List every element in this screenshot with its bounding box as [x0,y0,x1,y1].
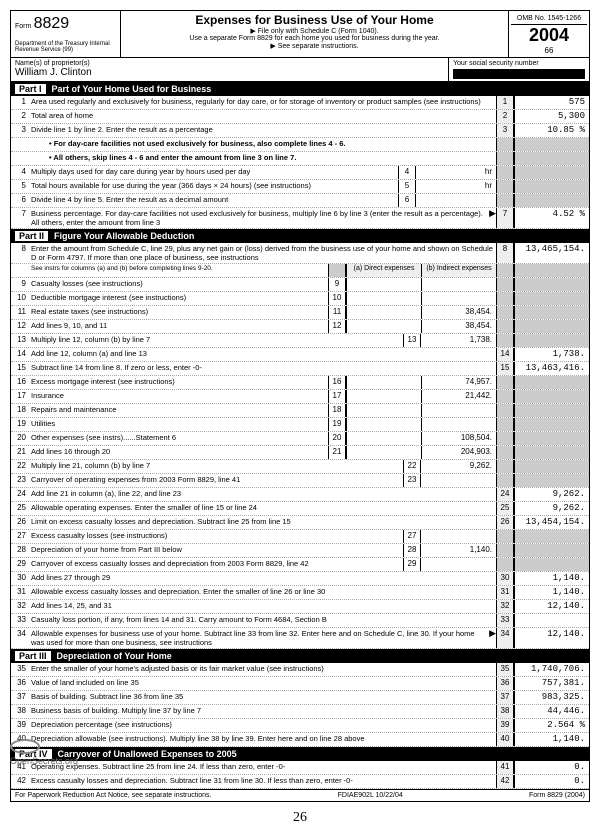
line-16: 16 Excess mortgage interest (see instruc… [11,376,589,390]
name-label: Name(s) of proprietor(s) [15,60,444,67]
line-val: 575 [514,96,589,109]
line-32: 32 Add lines 14, 25, and 31 32 12,140. [11,600,589,614]
footer-left: For Paperwork Reduction Act Notice, see … [15,792,211,799]
line-13: 13 Multiply line 12, column (b) by line … [11,334,589,348]
line-38: 38 Business basis of building. Multiply … [11,705,589,719]
form-title: Expenses for Business Use of Your Home [125,13,504,27]
line-37: 37 Basis of building. Subtract line 36 f… [11,691,589,705]
line-box: 1 [496,96,514,109]
ssn-redacted [453,69,585,79]
line-4: 4 Multiply days used for day care during… [11,166,589,180]
footer-right: Form 8829 (2004) [529,792,585,799]
line-34: 34 Allowable expenses for business use o… [11,628,589,649]
line-42: 42 Excess casualty losses and depreciati… [11,775,589,789]
part1-header: Part I Part of Your Home Used for Busine… [11,82,589,96]
line-8: 8 Enter the amount from Schedule C, line… [11,243,589,264]
line-35: 35 Enter the smaller of your home's adju… [11,663,589,677]
sub3: ▶ See separate instructions. [125,42,504,50]
sub1: ▶ File only with Schedule C (Form 1040). [125,27,504,35]
part1-num: Part I [15,84,46,94]
title-box: Expenses for Business Use of Your Home ▶… [121,11,509,57]
line-28: 28 Depreciation of your home from Part I… [11,544,589,558]
line-7: 7 Business percentage. For day-care faci… [11,208,589,229]
dept-label: Department of the Treasury Internal Reve… [15,41,116,53]
line-26: 26 Limit on excess casualty losses and d… [11,516,589,530]
part3-header: Part III Depreciation of Your Home [11,649,589,663]
line-25: 25 Allowable operating expenses. Enter t… [11,502,589,516]
line-33: 33 Casualty loss portion, if any, from l… [11,614,589,628]
line-27: 27 Excess casualty losses (see instructi… [11,530,589,544]
line-9: 9 Casualty losses (see instructions) 9 [11,278,589,292]
line-30: 30 Add lines 27 through 29 30 1,140. [11,572,589,586]
line-3: 3 Divide line 1 by line 2. Enter the res… [11,124,589,138]
sub2: Use a separate Form 8829 for each home y… [125,35,504,42]
line-10: 10 Deductible mortgage interest (see ins… [11,292,589,306]
part1-title: Part of Your Home Used for Business [52,84,212,94]
header: Form 8829 Department of the Treasury Int… [11,11,589,58]
line-2: 2 Total area of home 2 5,300 [11,110,589,124]
line-22: 22 Multiply line 21, column (b) by line … [11,460,589,474]
line-5: 5 Total hours available for use during t… [11,180,589,194]
omb: OMB No. 1545-1266 [511,13,587,25]
line-12: 12 Add lines 9, 10, and 11 12 38,454. [11,320,589,334]
line-3b: • All others, skip lines 4 - 6 and enter… [11,152,589,166]
year-box: OMB No. 1545-1266 2004 66 [509,11,589,57]
line-20: 20 Other expenses (see instrs)......Stat… [11,432,589,446]
line-18: 18 Repairs and maintenance 18 [11,404,589,418]
footer-mid: FDIAE902L 10/22/04 [338,792,403,799]
line-21: 21 Add lines 16 through 20 21 204,903. [11,446,589,460]
part4-header: Part IV Carryover of Unallowed Expenses … [11,747,589,761]
name-row: Name(s) of proprietor(s) William J. Clin… [11,58,589,82]
name-cell: Name(s) of proprietor(s) William J. Clin… [11,58,449,81]
part2-header: Part II Figure Your Allowable Deduction [11,229,589,243]
line-23: 23 Carryover of operating expenses from … [11,474,589,488]
line-no: 1 [11,96,29,109]
line-6: 6 Divide line 4 by line 5. Enter the res… [11,194,589,208]
line-29: 29 Carryover of excess casualty losses a… [11,558,589,572]
col-header: See instrs for columns (a) and (b) befor… [11,264,589,278]
line-3a: • For day-care facilities not used exclu… [11,138,589,152]
line-15: 15 Subtract line 14 from line 8. If zero… [11,362,589,376]
ssn-cell: Your social security number [449,58,589,81]
line-1: 1 Area used regularly and exclusively fo… [11,96,589,110]
line-17: 17 Insurance 17 21,442. [11,390,589,404]
form-number-box: Form 8829 Department of the Treasury Int… [11,11,121,57]
line-txt: Area used regularly and exclusively for … [29,96,496,109]
line-19: 19 Utilities 19 [11,418,589,432]
ssn-label: Your social security number [453,60,585,67]
line-31: 31 Allowable excess casualty losses and … [11,586,589,600]
line-11: 11 Real estate taxes (see instructions) … [11,306,589,320]
line-14: 14 Add line 12, column (a) and line 13 1… [11,348,589,362]
line-39: 39 Depreciation percentage (see instruct… [11,719,589,733]
form-page: Form 8829 Department of the Treasury Int… [10,10,590,802]
form-label: Form [15,23,31,30]
eye-icon [10,739,40,754]
page-number: 26 [10,810,590,826]
form-number: 8829 [34,15,70,32]
logo-text: OpenSecrets.org [10,756,78,766]
name-value: William J. Clinton [15,67,444,78]
line-24: 24 Add line 21 in column (a), line 22, a… [11,488,589,502]
line-36: 36 Value of land included on line 35 36 … [11,677,589,691]
line-40: 40 Depreciation allowable (see instructi… [11,733,589,747]
footer: For Paperwork Reduction Act Notice, see … [11,789,589,801]
watermark-logo: OpenSecrets.org [10,739,78,766]
year: 2004 [511,25,587,46]
seq: 66 [511,46,587,55]
line-41: 41 Operating expenses. Subtract line 25 … [11,761,589,775]
